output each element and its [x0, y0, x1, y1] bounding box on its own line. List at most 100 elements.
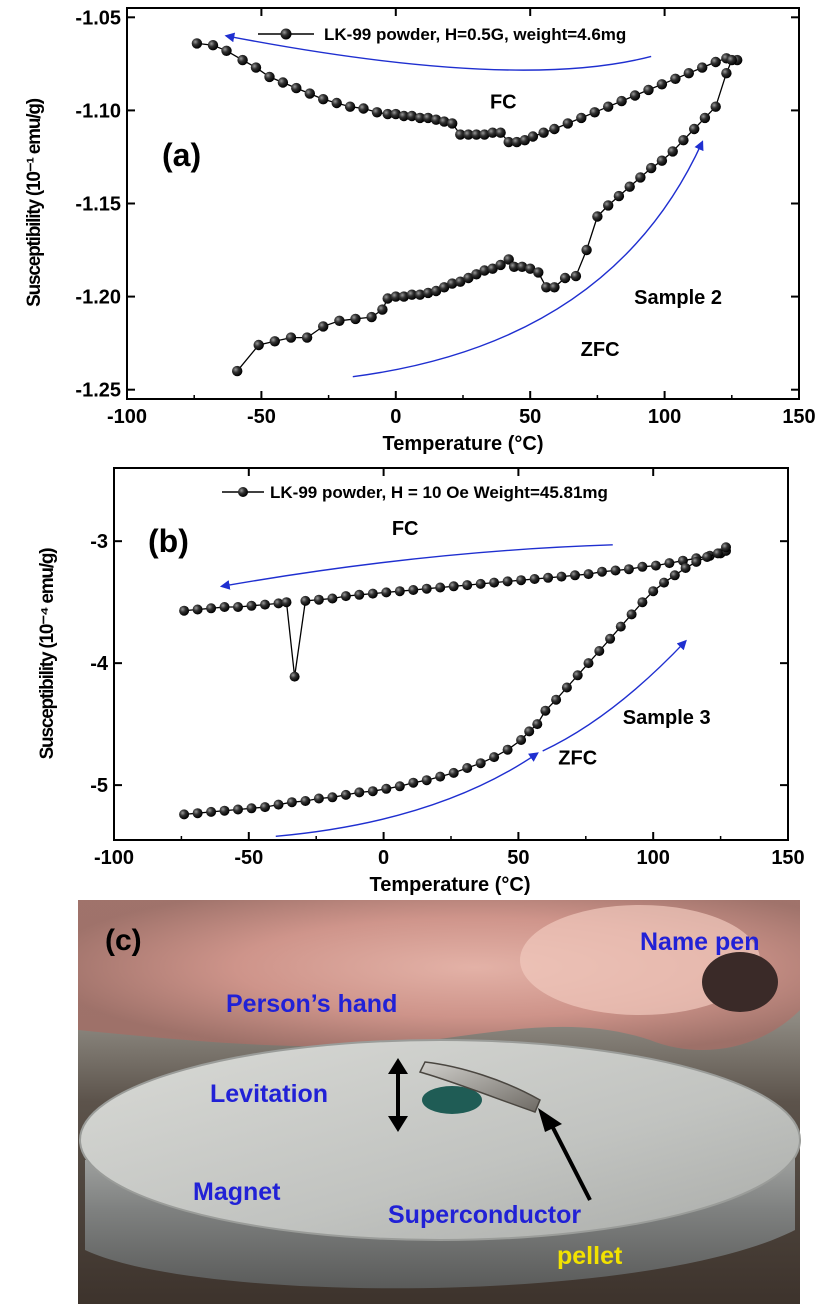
data-point: [179, 605, 190, 616]
data-point: [398, 291, 410, 302]
data-point: [680, 563, 691, 573]
data-point: [273, 799, 284, 810]
data-point: [340, 789, 351, 800]
x-tick-label: 0: [378, 847, 389, 869]
data-point: [291, 82, 302, 94]
data-point: [637, 597, 648, 608]
x-tick-label: 100: [648, 406, 681, 428]
data-point: [516, 575, 527, 586]
data-point: [313, 793, 324, 804]
data-point: [670, 73, 681, 85]
x-tick-label: -50: [247, 406, 276, 428]
data-point: [179, 809, 190, 820]
y-axis-label: Susceptibility (10⁻¹ emu/g): [24, 98, 45, 307]
data-point: [721, 542, 731, 553]
data-point: [281, 597, 292, 608]
data-point: [430, 114, 442, 125]
data-point: [487, 263, 498, 274]
data-point: [697, 62, 708, 73]
direction-arrow: [275, 752, 539, 838]
data-point: [354, 589, 365, 600]
levitation-arrow-down: [388, 1116, 408, 1132]
data-point: [206, 603, 217, 614]
data-point: [533, 267, 544, 278]
data-point: [406, 110, 418, 122]
data-point: [502, 576, 513, 587]
pellet: [418, 1061, 541, 1113]
data-point: [246, 600, 257, 611]
y-axis-label: Susceptibility (10⁻⁴ emu/g): [37, 548, 58, 760]
data-point: [219, 805, 230, 816]
x-axis-label: Temperature (°C): [383, 433, 544, 455]
series-line: [236, 59, 733, 372]
x-tick-label: -100: [107, 406, 147, 428]
data-point: [350, 313, 361, 325]
data-series: [191, 38, 743, 377]
data-point: [710, 56, 721, 68]
data-point: [624, 181, 635, 192]
data-point: [191, 38, 203, 49]
data-point: [541, 282, 552, 293]
direction-arrow: [352, 140, 704, 378]
data-point: [489, 752, 500, 763]
data-point: [610, 565, 621, 576]
y-axis-ticks: -3 -4 -5: [90, 531, 788, 797]
y-tick-label: -1.05: [75, 7, 121, 29]
x-tick-label: 100: [637, 847, 670, 869]
x-tick-label: 150: [782, 406, 815, 428]
y-tick-label: -5: [90, 775, 108, 797]
data-point: [219, 602, 230, 612]
data-point: [650, 560, 661, 571]
direction-arrow: [224, 32, 652, 71]
data-point: [367, 786, 378, 797]
data-point: [447, 118, 458, 129]
data-point: [532, 719, 543, 730]
annotation-text: Sample 2: [634, 287, 722, 309]
data-point: [559, 272, 571, 284]
data-point: [435, 771, 446, 782]
data-point: [656, 79, 668, 90]
data-point: [313, 594, 324, 605]
pen-tip: [702, 952, 778, 1012]
data-point: [237, 54, 248, 66]
data-point: [683, 68, 694, 79]
data-point: [626, 609, 637, 620]
data-point: [527, 131, 539, 142]
data-point: [462, 580, 473, 591]
data-point: [260, 599, 270, 610]
y-tick-label: -1.25: [75, 380, 121, 402]
data-point: [487, 127, 498, 138]
data-point: [556, 571, 567, 582]
data-point: [656, 155, 668, 166]
data-point: [304, 88, 315, 99]
data-point: [629, 90, 641, 101]
data-point: [669, 570, 680, 581]
data-point: [623, 564, 634, 575]
data-point: [471, 269, 482, 280]
data-point: [594, 646, 605, 656]
data-point: [422, 287, 434, 299]
data-point: [479, 129, 490, 140]
data-point: [463, 272, 474, 284]
chart-b: -100 -50 0 50 100 150 -3 -4 -5 LK-99 powder, H …: [37, 467, 805, 896]
data-point: [390, 108, 401, 120]
data-point: [583, 658, 594, 669]
data-point: [264, 71, 275, 83]
data-point: [382, 293, 393, 304]
data-point: [382, 108, 393, 120]
annotations: FC Sample 3 ZFC: [392, 518, 711, 769]
data-point: [597, 566, 607, 577]
data-point: [366, 311, 377, 323]
legend-text: LK-99 powder, H = 10 Oe Weight=45.81mg: [270, 483, 608, 502]
data-point: [390, 291, 401, 302]
y-tick-label: -3: [90, 531, 108, 553]
data-point: [516, 261, 528, 272]
data-point: [421, 775, 432, 786]
x-axis-label: Temperature (°C): [370, 874, 531, 896]
data-point: [516, 735, 527, 745]
data-point: [603, 101, 614, 112]
data-point: [603, 200, 614, 211]
legend: LK-99 powder, H=0.5G, weight=4.6mg: [258, 25, 626, 44]
direction-arrow: [542, 639, 687, 752]
x-tick-label: 150: [771, 847, 804, 869]
